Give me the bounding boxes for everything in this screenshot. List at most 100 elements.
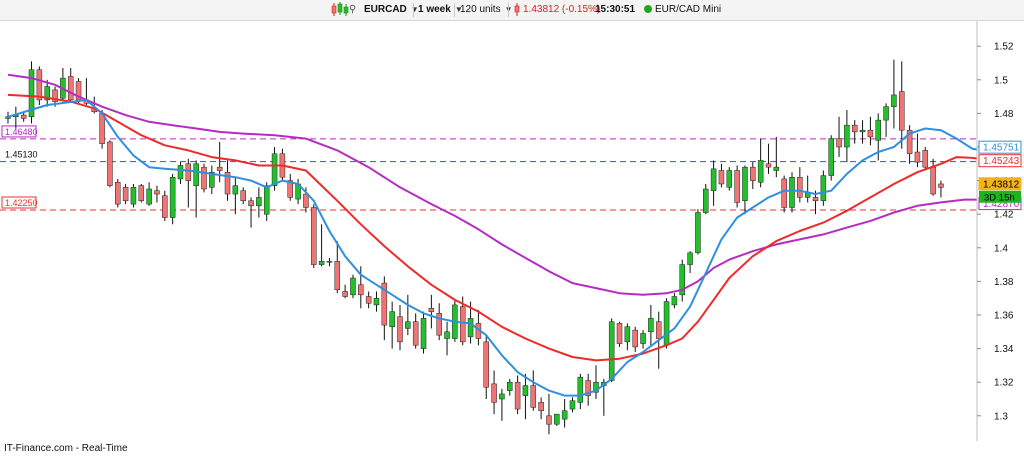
level-label: 1.42250	[5, 198, 38, 208]
candle-body	[20, 114, 27, 119]
candle-body	[530, 385, 537, 408]
candle-body	[232, 185, 239, 195]
y-tick-label: 1.5	[994, 75, 1008, 86]
candle-body	[663, 301, 670, 346]
candle-body	[734, 170, 740, 203]
candle-body	[436, 313, 442, 336]
divider	[413, 3, 414, 17]
candle-body	[75, 81, 82, 101]
candle-body	[397, 316, 403, 343]
search-icon[interactable]: ⚲	[349, 4, 357, 15]
candle-body	[695, 212, 701, 254]
candle-body	[773, 166, 780, 171]
candle-body	[154, 190, 160, 195]
candle-body	[703, 188, 709, 213]
candle-body	[185, 163, 192, 181]
candle-body	[828, 138, 834, 176]
price-axis-bg	[977, 21, 1024, 441]
candle-body	[883, 106, 889, 121]
y-tick-label: 1.42	[994, 210, 1014, 221]
candle-body	[318, 260, 325, 265]
candle-body	[99, 113, 105, 144]
candle-body	[687, 252, 693, 265]
ma-slow-line	[7, 73, 988, 296]
price-label-box	[978, 140, 1022, 154]
candle-body	[671, 296, 678, 306]
units-selector[interactable]: 120 units▼	[460, 3, 513, 17]
candle-body	[891, 94, 897, 107]
candle-body	[412, 321, 419, 346]
candle-body	[271, 153, 278, 186]
candle-body	[585, 380, 591, 396]
candle-body	[499, 393, 505, 400]
candle-body	[938, 183, 944, 188]
candle-body	[428, 308, 435, 312]
candle-body	[334, 260, 341, 291]
candle-body	[757, 160, 764, 183]
data-source-label: IT-Finance.com - Real-Time	[4, 443, 128, 454]
candles	[5, 59, 944, 435]
chevron-down-icon: ▼	[454, 5, 463, 14]
candle-body	[303, 193, 309, 208]
candle-body	[311, 207, 317, 265]
period-selector[interactable]: 1 week ▼	[418, 4, 463, 15]
candle-body	[546, 415, 552, 425]
chevron-down-icon: ▼	[410, 5, 419, 14]
candle-body	[608, 321, 615, 381]
candle-body	[914, 151, 921, 163]
candle-body	[765, 163, 772, 168]
candle-body	[107, 141, 113, 186]
candle-body	[169, 176, 176, 218]
candle-body	[577, 376, 584, 403]
y-tick-label: 1.36	[994, 311, 1014, 322]
candles-icon[interactable]	[331, 2, 353, 22]
candle-body	[930, 166, 936, 195]
divider	[454, 3, 455, 17]
candle-body	[405, 321, 411, 329]
candle-body	[467, 318, 474, 338]
candle-body	[836, 138, 842, 148]
price-label: 1.42870	[983, 199, 1020, 210]
candle-body	[115, 182, 121, 205]
candle-body	[44, 86, 50, 101]
candle-body	[216, 166, 223, 171]
candle-body	[130, 187, 137, 205]
candle-body	[224, 171, 231, 195]
candle-body	[851, 124, 858, 133]
candle-body	[554, 413, 560, 425]
candle-body	[350, 277, 356, 296]
candle-body	[389, 311, 395, 328]
candle-body	[209, 171, 215, 188]
countdown-label: 3D 15h	[984, 192, 1015, 203]
price-label: 1.45243	[983, 156, 1020, 167]
symbol-selector[interactable]: EURCAD ▼	[364, 4, 419, 15]
level-label: 1.46480	[5, 127, 38, 137]
chart-toolbar: ⚲ EURCAD▼ 1 week▼ 120 units▼ 1.43812 (-0…	[0, 0, 1024, 21]
candle-body	[844, 124, 850, 148]
candle-body	[256, 197, 262, 207]
candle-body	[365, 296, 372, 304]
candle-body	[358, 284, 364, 296]
y-tick-label: 1.4	[994, 243, 1008, 254]
candle-body	[906, 129, 913, 154]
candle-body	[162, 195, 168, 218]
candle-body	[491, 383, 497, 403]
candle-body	[742, 166, 748, 202]
candle-body	[138, 185, 145, 202]
candle-body	[632, 329, 638, 348]
price-label-box	[978, 154, 1022, 168]
candle-body	[797, 176, 803, 198]
instrument-label: EUR/CAD Mini	[644, 3, 721, 17]
candle-body	[122, 187, 129, 202]
candle-body	[201, 166, 207, 190]
y-tick-label: 1.38	[994, 277, 1014, 288]
candle-body	[420, 318, 427, 349]
y-tick-label: 1.34	[994, 344, 1014, 355]
price-label-box	[978, 177, 1022, 191]
candle-body	[726, 170, 733, 188]
candle-body	[820, 175, 827, 202]
candle-body	[789, 176, 795, 208]
candle-body	[750, 166, 756, 181]
candle-body	[36, 69, 43, 101]
